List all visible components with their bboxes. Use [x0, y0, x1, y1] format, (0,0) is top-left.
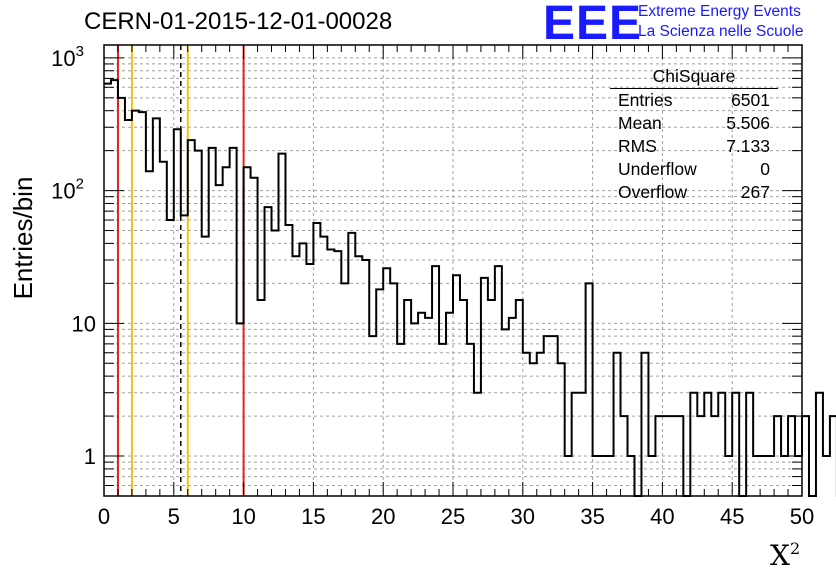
x-tick-label: 10 — [231, 504, 255, 529]
stats-label: Overflow — [618, 182, 688, 202]
stats-value: 0 — [760, 159, 770, 179]
eee-logo: EEE — [543, 0, 643, 50]
stats-value: 5.506 — [726, 113, 770, 133]
stats-label: Mean — [618, 113, 662, 133]
stats-title: ChiSquare — [610, 64, 778, 89]
x-tick-label: 40 — [650, 504, 674, 529]
histogram-step-line — [104, 79, 836, 497]
stats-value: 7.133 — [726, 136, 770, 156]
tick-labels: 0 5 10 15 20 25 30 35 40 45 50 1 10 102 103 — [51, 43, 814, 529]
x-tick-label: 35 — [580, 504, 604, 529]
x-tick-label: 20 — [371, 504, 395, 529]
reference-lines — [116, 45, 245, 496]
stats-row-overflow: Overflow 267 — [610, 181, 778, 204]
x-tick-label: 30 — [511, 504, 535, 529]
stats-value: 6501 — [731, 90, 770, 110]
x-axis-label: X2 — [770, 539, 800, 572]
logo-line-1: Extreme Energy Events — [638, 3, 801, 20]
x-tick-label: 15 — [301, 504, 325, 529]
logo-line-2: La Scienza nelle Scuole — [638, 23, 804, 40]
y-tick-label: 10 — [72, 311, 96, 336]
stats-label: RMS — [618, 136, 657, 156]
tick-marks — [103, 45, 803, 496]
y-tick-label: 102 — [51, 176, 84, 204]
x-tick-label: 45 — [720, 504, 744, 529]
stats-value: 267 — [740, 182, 770, 202]
stats-label: Underflow — [618, 159, 697, 179]
y-axis-label: Entries/bin — [8, 177, 38, 300]
histogram-layer — [104, 79, 836, 497]
x-tick-label: 0 — [98, 504, 110, 529]
stats-box: ChiSquare Entries 6501 Mean 5.506 RMS 7.133 Un… — [610, 64, 778, 204]
x-tick-label: 50 — [790, 504, 814, 529]
stats-row-rms: RMS 7.133 — [610, 135, 778, 158]
x-tick-label: 25 — [441, 504, 465, 529]
stats-row-underflow: Underflow 0 — [610, 158, 778, 181]
y-tick-label: 1 — [84, 444, 96, 469]
stats-row-mean: Mean 5.506 — [610, 112, 778, 135]
grid-layer — [104, 45, 802, 496]
stats-row-entries: Entries 6501 — [610, 89, 778, 112]
run-title: CERN-01-2015-12-01-00028 — [84, 8, 393, 35]
y-tick-label: 103 — [51, 43, 84, 71]
stats-label: Entries — [618, 90, 673, 110]
x-tick-label: 5 — [168, 504, 180, 529]
